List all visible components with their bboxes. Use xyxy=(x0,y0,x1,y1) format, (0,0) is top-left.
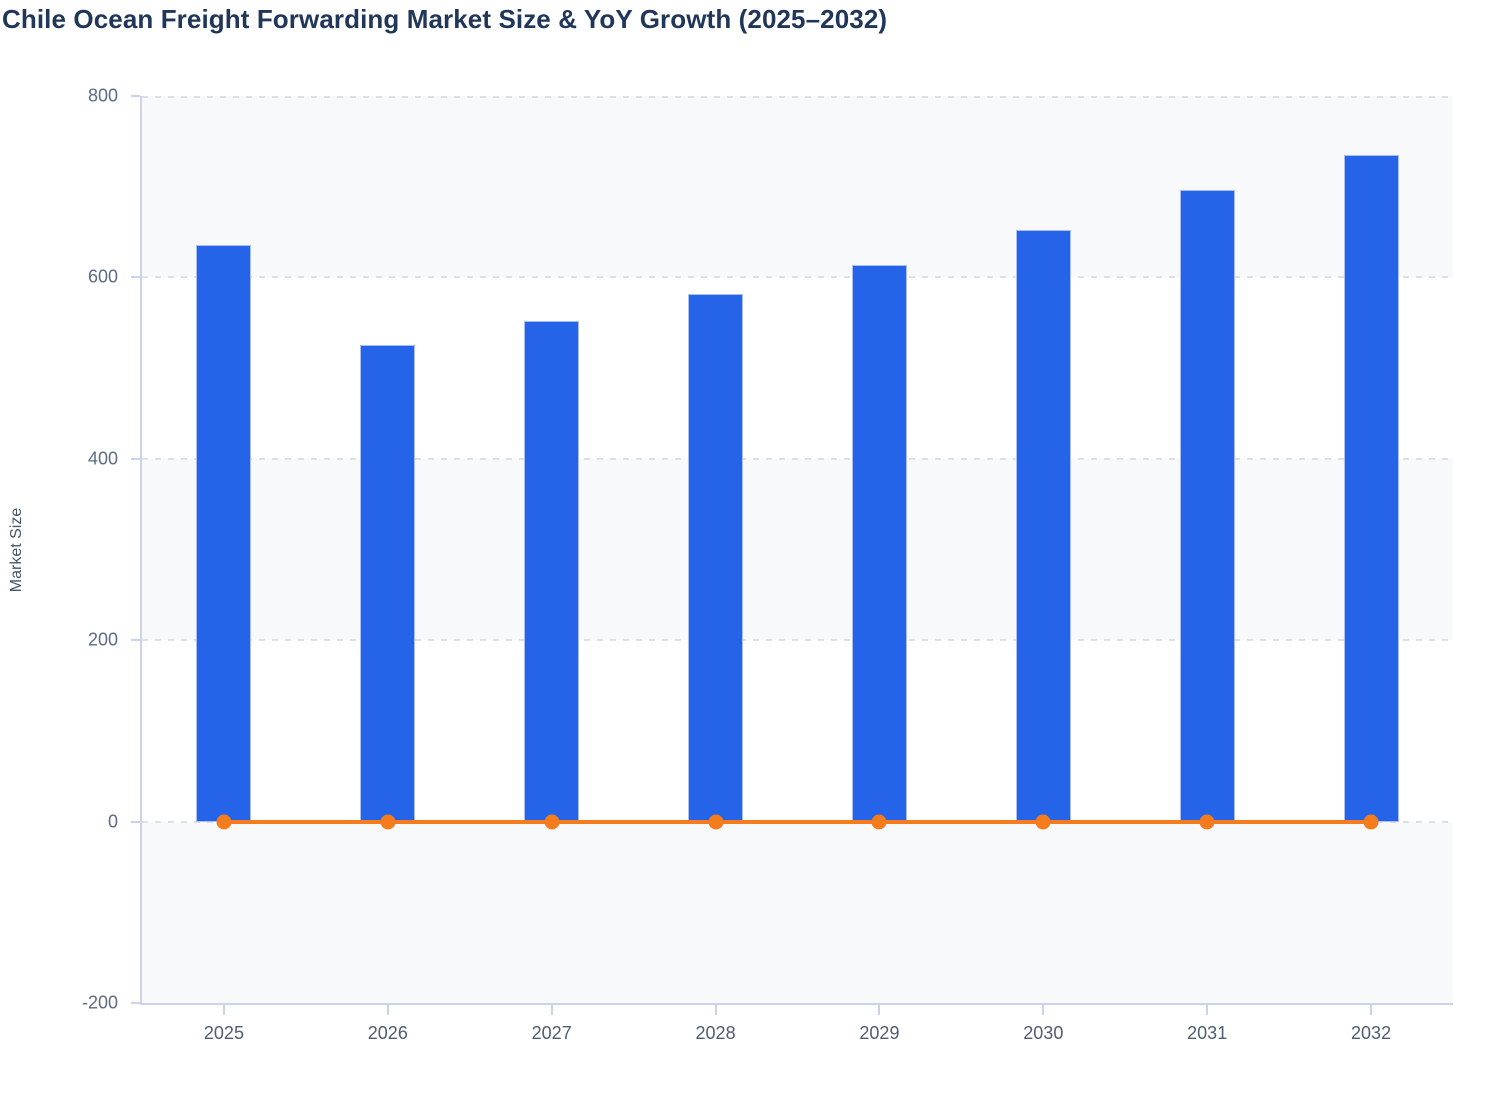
gridline xyxy=(142,276,1453,279)
gridline xyxy=(142,639,1453,642)
yoy-dot-2027[interactable] xyxy=(544,814,560,830)
plot-band xyxy=(142,96,1453,278)
x-tick-label: 2025 xyxy=(203,1023,244,1043)
bar-2030[interactable] xyxy=(1015,230,1071,822)
y-tick-mark xyxy=(131,457,140,460)
x-tick-label: 2031 xyxy=(1187,1023,1228,1043)
bar-2025[interactable] xyxy=(196,244,252,822)
bar-2026[interactable] xyxy=(360,344,416,822)
bar-2028[interactable] xyxy=(688,293,744,822)
yoy-dot-2028[interactable] xyxy=(708,814,724,830)
yoy-dot-2030[interactable] xyxy=(1035,814,1051,830)
bar-2029[interactable] xyxy=(851,264,907,822)
x-tick-label: 2027 xyxy=(531,1023,572,1043)
x-tick-label: 2030 xyxy=(1023,1023,1064,1043)
yoy-growth-line[interactable] xyxy=(223,819,1372,824)
y-tick-label: -200 xyxy=(81,992,118,1013)
y-tick-mark xyxy=(131,276,140,279)
y-tick-label: 400 xyxy=(87,448,118,469)
plot-band xyxy=(142,821,1453,1003)
yoy-dot-2032[interactable] xyxy=(1363,814,1379,830)
x-tick-mark xyxy=(1370,1003,1373,1015)
x-tick-mark xyxy=(386,1003,389,1015)
x-tick-mark xyxy=(878,1003,881,1015)
bar-2031[interactable] xyxy=(1179,190,1235,822)
x-tick-label: 2029 xyxy=(859,1023,900,1043)
x-tick-mark xyxy=(714,1003,717,1015)
y-tick-mark xyxy=(131,820,140,823)
yoy-dot-2029[interactable] xyxy=(871,814,887,830)
gridline xyxy=(142,457,1453,460)
x-tick-label: 2026 xyxy=(367,1023,408,1043)
plot-area: 800 600 400 200 0 -200 2025 2026 2027 2028 2029 203… xyxy=(82,86,1453,1043)
yoy-dot-2026[interactable] xyxy=(380,814,396,830)
plot-band xyxy=(142,458,1453,641)
x-tick-mark xyxy=(222,1003,225,1015)
y-tick-mark xyxy=(131,95,140,97)
gridline xyxy=(142,96,1453,98)
chart-title: Chile Ocean Freight Forwarding Market Si… xyxy=(2,4,888,34)
x-tick-mark xyxy=(1206,1003,1209,1015)
y-tick-label: 200 xyxy=(87,629,118,650)
x-tick-mark xyxy=(550,1003,553,1015)
y-tick-mark xyxy=(131,639,140,642)
x-tick-label: 2028 xyxy=(695,1023,736,1043)
x-tick-label: 2032 xyxy=(1351,1023,1392,1043)
y-axis-title: Market Size xyxy=(8,507,25,593)
y-tick-label: 600 xyxy=(87,266,118,287)
y-tick-mark xyxy=(131,1002,140,1004)
x-tick-mark xyxy=(1042,1003,1045,1015)
yoy-dot-2031[interactable] xyxy=(1199,814,1215,830)
y-tick-label: 800 xyxy=(87,85,118,106)
y-tick-label: 0 xyxy=(107,811,118,832)
bar-2027[interactable] xyxy=(524,320,580,822)
bar-2032[interactable] xyxy=(1343,154,1399,822)
yoy-dot-2025[interactable] xyxy=(216,814,232,830)
